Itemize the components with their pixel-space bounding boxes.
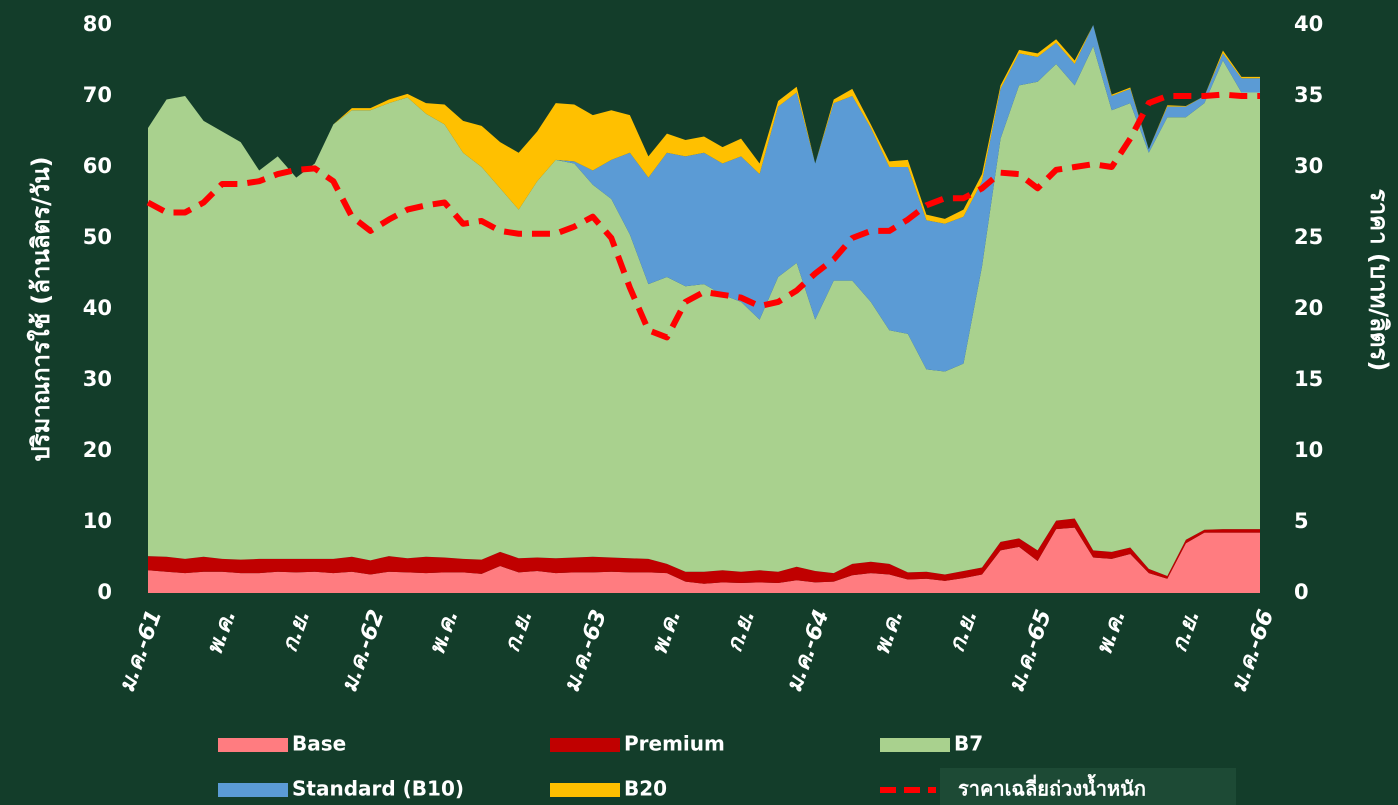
y2-tick-label: 20 xyxy=(1294,296,1323,320)
legend-label: Standard (B10) xyxy=(292,777,464,801)
y2-tick-label: 0 xyxy=(1294,580,1309,604)
x-tick-label: ก.ย. xyxy=(277,607,315,656)
y-axis-label: ปริมาณการใช้ (ล้านลิตร/วัน) xyxy=(26,156,55,461)
legend-swatch xyxy=(218,783,288,797)
area xyxy=(148,527,1260,593)
x-tick-label: ก.ย. xyxy=(1167,607,1205,656)
x-tick-label: พ.ค. xyxy=(647,607,686,659)
x-tick-label: พ.ค. xyxy=(1092,607,1131,659)
y2-tick-label: 5 xyxy=(1294,509,1309,533)
y-tick-label: 70 xyxy=(83,83,112,107)
x-tick-label: ก.ย. xyxy=(945,607,983,656)
x-tick-label: ม.ค.-62 xyxy=(337,607,390,696)
y-tick-label: 50 xyxy=(83,225,112,249)
x-tick-label: ก.ย. xyxy=(722,607,760,656)
y2-tick-label: 35 xyxy=(1294,83,1323,107)
legend-label: ราคาเฉลี่ยถ่วงน้ำหนัก xyxy=(958,774,1146,801)
legend-label: Base xyxy=(292,732,346,756)
legend-swatch xyxy=(550,738,620,752)
y-tick-label: 60 xyxy=(83,154,112,178)
legend-highlight xyxy=(940,768,1236,805)
legend-label: B20 xyxy=(624,777,667,801)
y2-tick-label: 15 xyxy=(1294,367,1323,391)
x-tick-label: พ.ค. xyxy=(202,607,241,659)
price-line xyxy=(146,91,1260,341)
y-tick-label: 40 xyxy=(83,296,112,320)
y2-tick-label: 10 xyxy=(1294,438,1323,462)
legend-swatch xyxy=(218,738,288,752)
y2-tick-label: 30 xyxy=(1294,154,1323,178)
x-tick-label: ก.ย. xyxy=(500,607,538,656)
y-tick-label: 10 xyxy=(83,509,112,533)
x-tick-label: ม.ค.-61 xyxy=(114,607,167,696)
area xyxy=(148,25,1260,224)
legend-swatch xyxy=(880,738,950,752)
x-tick-label: พ.ค. xyxy=(869,607,908,659)
x-tick-label: ม.ค.-64 xyxy=(782,607,835,696)
y-tick-label: 0 xyxy=(97,580,112,604)
area xyxy=(148,25,1260,372)
x-tick-label: ม.ค.-65 xyxy=(1004,607,1057,696)
y2-tick-label: 40 xyxy=(1294,12,1323,36)
legend-swatch xyxy=(550,783,620,797)
area xyxy=(148,46,1260,576)
y2-axis-label: ราคา (บาท/ลิตร) xyxy=(1365,189,1393,372)
legend-label: B7 xyxy=(954,732,983,756)
y-tick-label: 30 xyxy=(83,367,112,391)
x-tick-label: ม.ค.-63 xyxy=(559,607,612,696)
x-tick-label: ม.ค.-66 xyxy=(1226,607,1279,696)
legend-label: Premium xyxy=(624,732,725,756)
y2-tick-label: 25 xyxy=(1294,225,1323,249)
y-tick-label: 20 xyxy=(83,438,112,462)
y-tick-label: 80 xyxy=(83,12,112,36)
x-tick-label: พ.ค. xyxy=(425,607,464,659)
